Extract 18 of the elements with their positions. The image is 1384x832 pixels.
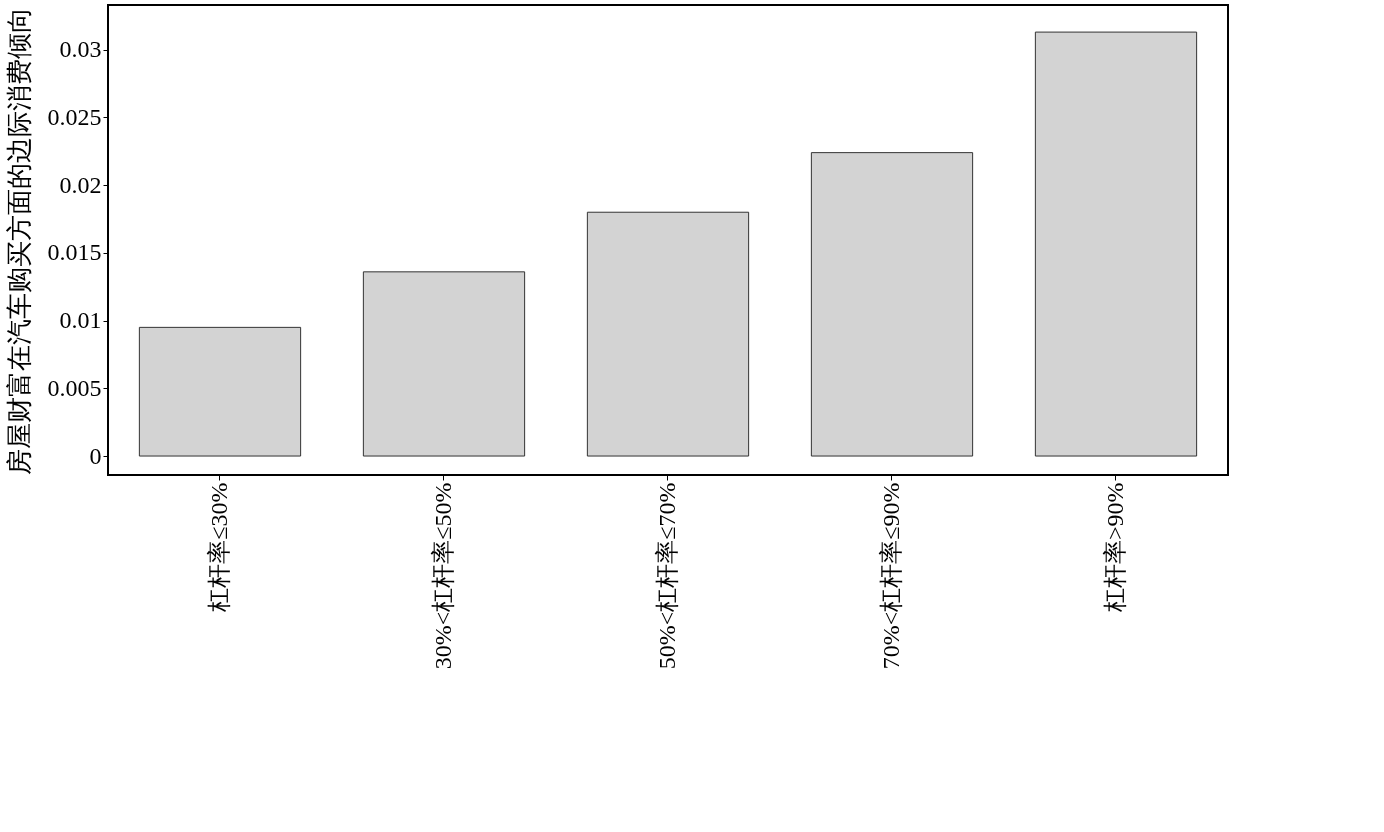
- x-tick-label: 70%<杠杆率≤90%: [878, 482, 904, 670]
- y-axis-title: 房屋财富在汽车购买方面的边际消费倾向: [4, 6, 34, 475]
- bar: [1034, 31, 1198, 457]
- x-tick-label: 杠杆率>90%: [1102, 482, 1128, 614]
- y-tick-label: 0: [89, 442, 102, 469]
- bar: [810, 152, 974, 457]
- y-tick-label: 0.005: [47, 374, 102, 401]
- bar: [362, 271, 526, 457]
- y-tick-label: 0.01: [59, 307, 102, 334]
- x-tick-label: 50%<杠杆率≤70%: [654, 482, 680, 670]
- y-tick-label: 0.025: [47, 103, 102, 130]
- bar: [138, 326, 302, 457]
- y-tick-label: 0.03: [59, 36, 102, 63]
- bar: [586, 211, 750, 457]
- x-tick-label: 杠杆率≤30%: [206, 482, 232, 613]
- x-tick-label: 30%<杠杆率≤50%: [430, 482, 456, 670]
- y-tick-label: 0.02: [59, 171, 102, 198]
- y-tick-label: 0.015: [47, 239, 102, 266]
